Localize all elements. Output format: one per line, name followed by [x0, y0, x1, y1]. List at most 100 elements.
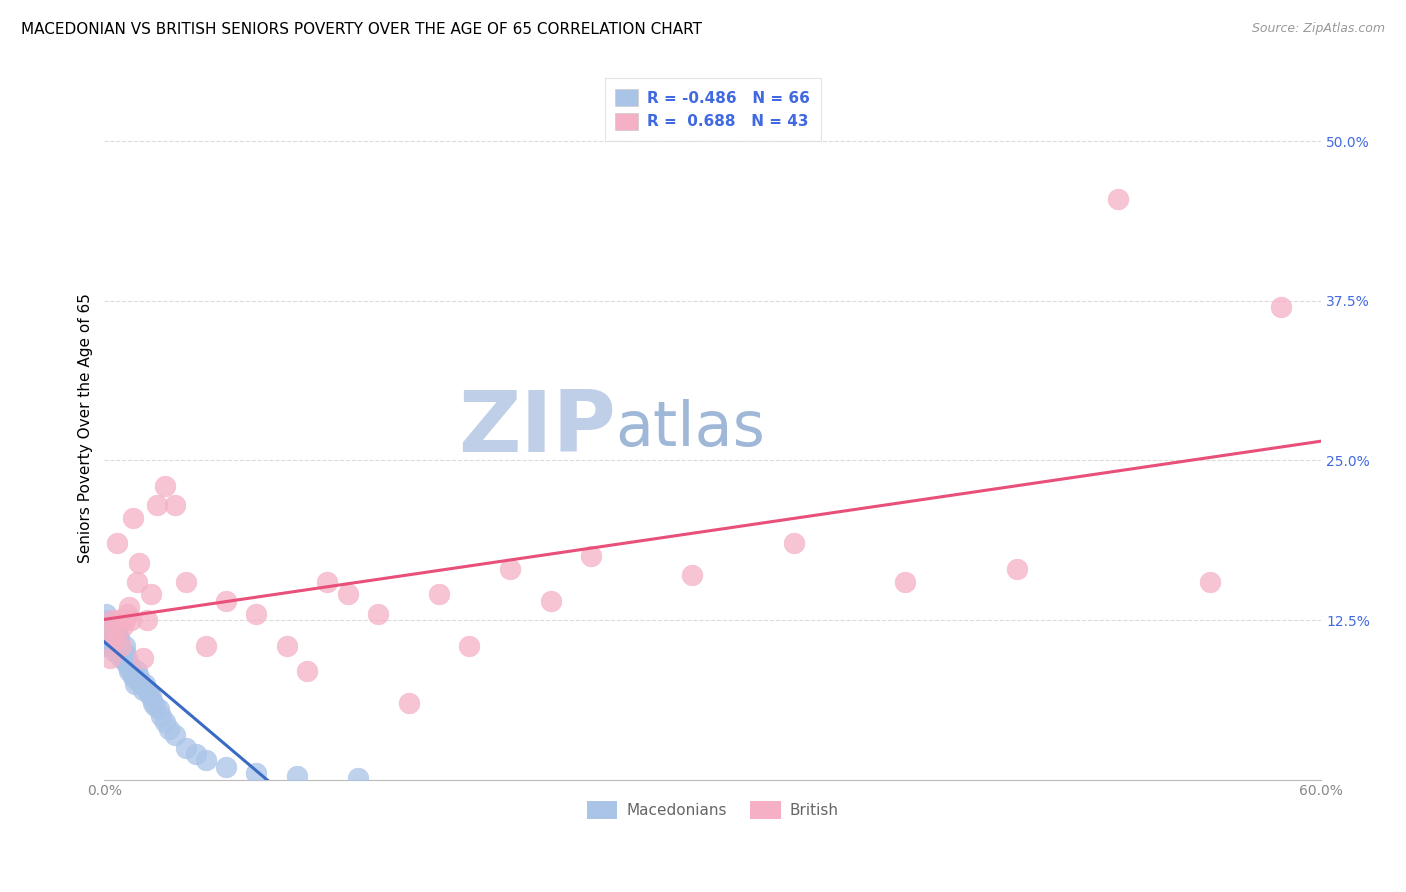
- Point: [97, 632, 120, 647]
- Point: [150, 708, 173, 723]
- Point: [215, 760, 238, 774]
- Point: [138, 686, 160, 700]
- Point: [579, 549, 602, 564]
- Point: [97, 639, 120, 653]
- Point: [165, 498, 187, 512]
- Point: [124, 670, 146, 684]
- Point: [110, 645, 132, 659]
- Point: [103, 645, 125, 659]
- Point: [245, 607, 267, 621]
- Point: [125, 574, 148, 589]
- Point: [146, 498, 169, 512]
- Point: [103, 632, 125, 647]
- Point: [125, 673, 148, 687]
- Point: [121, 670, 143, 684]
- Point: [285, 769, 308, 783]
- Point: [110, 651, 132, 665]
- Point: [125, 664, 148, 678]
- Point: [111, 619, 134, 633]
- Point: [398, 696, 420, 710]
- Point: [128, 670, 150, 684]
- Point: [120, 660, 142, 674]
- Point: [367, 607, 389, 621]
- Point: [165, 728, 187, 742]
- Point: [107, 630, 129, 644]
- Point: [114, 639, 136, 653]
- Point: [101, 634, 124, 648]
- Point: [143, 698, 166, 713]
- Legend: Macedonians, British: Macedonians, British: [581, 795, 845, 824]
- Point: [129, 677, 152, 691]
- Point: [111, 651, 134, 665]
- Point: [499, 562, 522, 576]
- Point: [101, 625, 124, 640]
- Text: atlas: atlas: [616, 399, 765, 458]
- Point: [184, 747, 207, 761]
- Point: [103, 632, 125, 647]
- Point: [115, 657, 138, 672]
- Point: [347, 772, 370, 786]
- Point: [96, 607, 118, 621]
- Point: [120, 613, 142, 627]
- Point: [107, 613, 129, 627]
- Point: [136, 683, 159, 698]
- Point: [1107, 192, 1129, 206]
- Point: [1198, 574, 1220, 589]
- Point: [100, 634, 122, 648]
- Point: [107, 634, 129, 648]
- Point: [100, 622, 122, 636]
- Point: [107, 645, 129, 659]
- Point: [139, 587, 162, 601]
- Point: [100, 625, 122, 640]
- Point: [139, 690, 162, 704]
- Point: [114, 651, 136, 665]
- Point: [132, 651, 155, 665]
- Point: [132, 683, 155, 698]
- Point: [155, 715, 177, 730]
- Point: [121, 511, 143, 525]
- Point: [136, 613, 159, 627]
- Point: [124, 677, 146, 691]
- Point: [427, 587, 450, 601]
- Point: [194, 639, 217, 653]
- Point: [458, 639, 481, 653]
- Point: [194, 754, 217, 768]
- Point: [157, 722, 180, 736]
- Point: [103, 625, 125, 640]
- Point: [894, 574, 917, 589]
- Text: ZIP: ZIP: [458, 387, 616, 470]
- Point: [276, 639, 298, 653]
- Point: [114, 613, 136, 627]
- Point: [682, 568, 704, 582]
- Point: [118, 600, 141, 615]
- Point: [295, 664, 318, 678]
- Point: [100, 651, 122, 665]
- Point: [316, 574, 339, 589]
- Point: [115, 607, 138, 621]
- Point: [97, 619, 120, 633]
- Point: [128, 556, 150, 570]
- Point: [101, 613, 124, 627]
- Point: [142, 696, 165, 710]
- Point: [1270, 300, 1292, 314]
- Point: [97, 613, 120, 627]
- Point: [120, 664, 142, 678]
- Point: [118, 664, 141, 678]
- Text: Source: ZipAtlas.com: Source: ZipAtlas.com: [1251, 22, 1385, 36]
- Point: [215, 594, 238, 608]
- Point: [148, 702, 170, 716]
- Point: [96, 619, 118, 633]
- Y-axis label: Seniors Poverty Over the Age of 65: Seniors Poverty Over the Age of 65: [79, 293, 93, 564]
- Point: [115, 651, 138, 665]
- Point: [155, 479, 177, 493]
- Point: [96, 639, 118, 653]
- Point: [134, 677, 156, 691]
- Point: [105, 639, 128, 653]
- Point: [105, 536, 128, 550]
- Point: [97, 625, 120, 640]
- Point: [174, 574, 197, 589]
- Point: [174, 740, 197, 755]
- Point: [111, 645, 134, 659]
- Point: [97, 625, 120, 640]
- Point: [336, 587, 359, 601]
